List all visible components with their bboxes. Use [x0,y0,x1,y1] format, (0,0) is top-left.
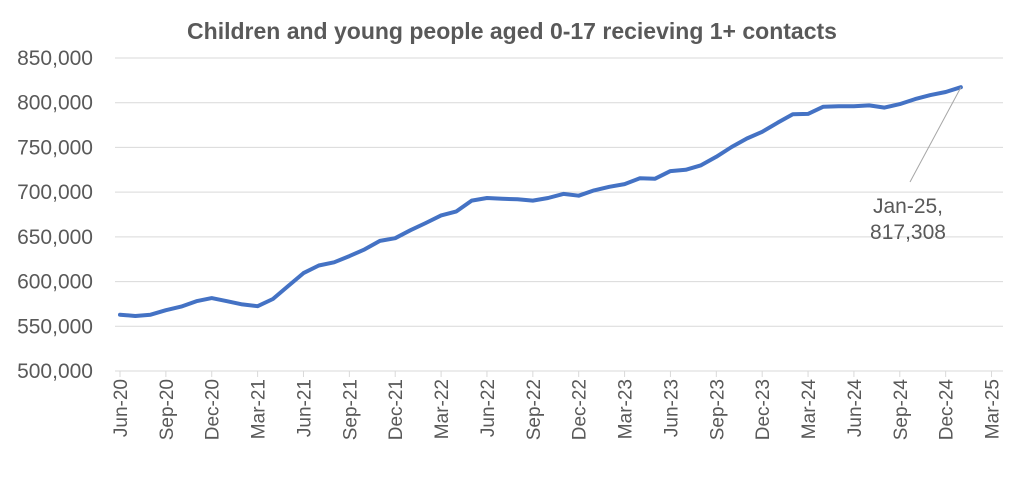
data-point [271,297,275,301]
x-tick-label: Sep-23 [707,379,728,440]
data-point [745,136,749,141]
data-point [164,308,168,312]
data-point [408,228,413,232]
x-tick-label: Jun-21 [294,379,315,437]
data-point [454,209,458,213]
data-point [148,313,153,317]
y-tick-label: 600,000 [17,271,93,294]
x-tick-label: Dec-24 [937,379,958,441]
data-point [867,103,871,107]
data-point [500,197,504,201]
data-point [944,90,948,94]
data-point [439,213,443,217]
data-point [515,197,520,201]
y-tick-label: 800,000 [17,92,93,115]
data-point [821,105,825,109]
data-point [286,284,290,288]
data-point [928,93,932,97]
y-axis: 500,000 550,000 600,000 650,000 700,000 750,0… [17,47,93,383]
gridlines [115,57,1003,327]
x-tick-label: Sep-22 [524,379,545,440]
x-axis: Jun-20 Sep-20 Dec-20 Mar-21 Jun-21 Sep-21 Dec-… [111,370,1004,441]
data-annotation: Jan-25, 817,308 [870,86,962,244]
chart-title: Children and young people aged 0-17 reci… [187,18,837,44]
data-point [852,104,856,108]
data-point [393,236,397,240]
y-tick-label: 850,000 [17,47,93,70]
data-point [363,247,367,251]
data-point [684,168,688,172]
data-point [194,299,199,303]
data-point [317,263,321,268]
annotation-leader-line [909,86,962,183]
data-point [133,314,137,318]
data-point [913,97,917,101]
x-tick-label: Dec-20 [203,379,224,440]
data-point [622,182,627,186]
data-point [210,296,214,300]
data-point [775,121,780,125]
y-tick-label: 550,000 [17,315,93,338]
x-tick-label: Mar-25 [983,379,1004,439]
x-tick-label: Mar-23 [616,379,637,439]
x-tick-label: Sep-20 [157,379,178,440]
y-tick-label: 700,000 [17,181,93,204]
data-point [240,302,244,306]
data-point [531,199,535,203]
x-tick-label: Mar-22 [432,379,453,439]
y-tick-label: 650,000 [17,226,93,249]
annotation-label: Jan-25, [873,195,943,218]
x-tick-label: Jun-22 [478,379,499,437]
data-point [806,112,810,116]
data-point [118,313,122,317]
x-tick-label: Jun-23 [661,379,682,437]
data-point [546,196,550,200]
data-point [607,185,611,189]
data-point [424,221,428,225]
data-point [592,188,596,192]
x-tick-label: Dec-23 [753,379,774,440]
data-point [699,163,703,167]
data-point [730,145,734,149]
data-point [179,305,183,309]
data-point [668,169,673,173]
data-point [347,254,351,258]
data-point [898,102,902,106]
data-point [760,130,764,134]
y-tick-label: 500,000 [17,360,93,383]
data-point [301,271,306,275]
data-point [577,194,581,198]
data-point [653,177,657,181]
x-tick-label: Dec-21 [386,379,407,440]
data-point [714,155,718,159]
data-point [837,104,841,108]
data-point [225,299,229,303]
data-point [638,176,642,180]
data-point [485,196,489,200]
data-point [332,260,336,264]
data-point [882,106,887,110]
x-tick-label: Dec-22 [570,379,591,440]
data-point [791,112,795,116]
data-point [470,199,474,203]
series-line [118,85,963,318]
x-tick-label: Jun-24 [845,379,866,438]
y-tick-label: 750,000 [17,136,93,159]
x-tick-label: Mar-24 [799,379,820,440]
data-point [561,192,566,196]
data-point [378,239,382,243]
x-tick-label: Mar-21 [249,379,270,439]
data-point [256,304,260,308]
x-tick-label: Jun-20 [111,379,132,437]
x-tick-label: Sep-21 [340,379,361,440]
series-layer [118,85,963,318]
annotation-value: 817,308 [870,221,946,244]
x-tick-label: Sep-24 [891,379,912,441]
